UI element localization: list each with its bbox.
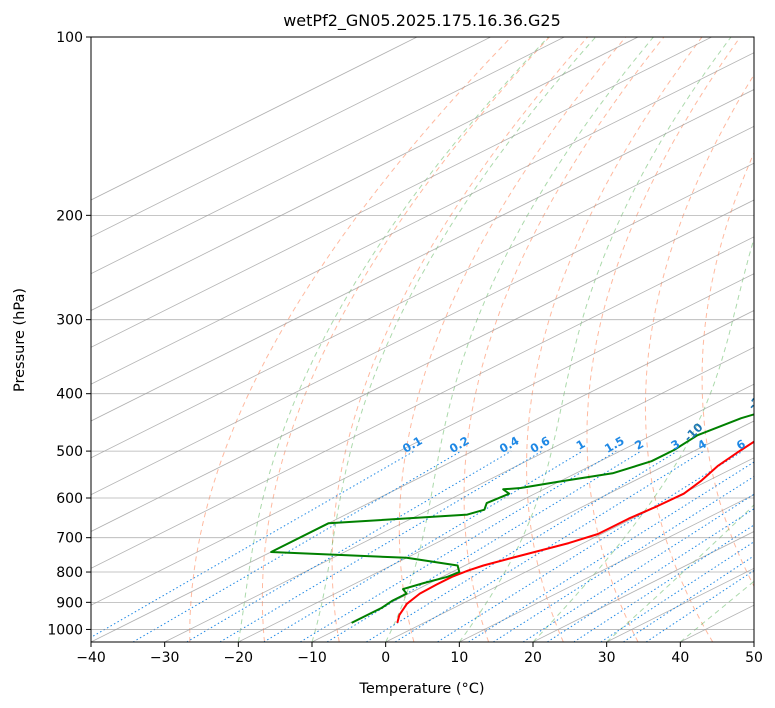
y-tick-label: 900 (56, 595, 83, 611)
isotherm (91, 199, 754, 532)
chart-title: wetPf2_GN05.2025.175.16.36.G25 (283, 11, 561, 31)
moist-adiabat (679, 580, 754, 642)
mixing-ratio-line (394, 450, 705, 642)
isotherm (238, 383, 754, 642)
y-tick-label: 200 (56, 208, 83, 224)
moist-adiabat (458, 37, 732, 642)
mixing-ratio-line (132, 450, 462, 642)
dry-adiabat (463, 37, 665, 642)
isotherm (606, 567, 754, 642)
moist-adiabat (311, 37, 597, 642)
x-tick-label: −30 (150, 650, 180, 666)
background-lines (91, 37, 775, 642)
dry-adiabat (189, 37, 512, 642)
mixing-ratio-label: 6 (734, 437, 748, 453)
height-label: -20 (745, 388, 770, 413)
x-tick-label: 30 (598, 650, 616, 666)
isotherm (91, 310, 754, 642)
y-axis-label: Pressure (hPa) (12, 288, 28, 392)
mixing-ratio-line (366, 450, 678, 642)
y-tick-label: 500 (56, 444, 83, 460)
isotherm (532, 531, 754, 642)
mixing-ratio-line (522, 493, 754, 642)
label-layer: 0.10.20.40.611.52346810131620253036-100-… (400, 388, 775, 456)
mixing-ratio-line (326, 450, 642, 642)
x-tick-label: −20 (224, 650, 254, 666)
mixing-ratio-line (600, 541, 754, 642)
mixing-ratio-label: 1 (574, 437, 588, 453)
y-tick-label: 800 (56, 565, 83, 581)
isotherm (91, 236, 754, 569)
mixing-ratio-line (573, 524, 754, 642)
isotherm (91, 273, 754, 606)
mixing-ratio-line (493, 475, 754, 642)
y-tick-label: 300 (56, 313, 83, 329)
mixing-ratio-label: 0.1 (400, 433, 425, 455)
isotherm (91, 37, 418, 201)
mixing-ratio-label: 8 (762, 437, 775, 453)
x-tick-label: 0 (381, 650, 390, 666)
isotherm (91, 37, 565, 275)
y-tick-label: 100 (56, 30, 83, 46)
moist-adiabat (606, 504, 754, 642)
mixing-ratio-label: 1.5 (602, 433, 627, 455)
isotherm (91, 37, 491, 238)
isotherm (164, 346, 754, 642)
isotherm (385, 457, 754, 642)
isotherm (753, 641, 754, 642)
mixing-ratio-line (468, 461, 754, 642)
y-tick-label: 1000 (47, 622, 83, 638)
mixing-ratio-line (437, 450, 744, 642)
moist-adiabat (237, 37, 549, 642)
dry-adiabat (586, 37, 741, 642)
x-tick-label: 50 (745, 650, 763, 666)
y-tick-label: 700 (56, 531, 83, 547)
isotherm (91, 162, 754, 496)
x-axis-label: Temperature (°C) (358, 681, 484, 697)
y-tick-label: 600 (56, 491, 83, 507)
mixing-ratio-label: 3 (668, 437, 682, 453)
mixing-ratio-label: 0.6 (528, 433, 553, 455)
x-tick-label: −40 (76, 650, 106, 666)
dry-adiabat (261, 37, 550, 642)
plot-frame (90, 36, 755, 643)
dry-adiabat (526, 37, 703, 642)
moist-adiabat (532, 236, 754, 642)
isotherm (91, 52, 754, 385)
isotherm (311, 420, 754, 642)
moist-adiabat (385, 37, 654, 642)
temperature-line (396, 440, 754, 624)
isotherm (91, 89, 754, 422)
y-tick-label: 400 (56, 387, 83, 403)
x-tick-label: −10 (297, 650, 327, 666)
mixing-ratio-line (263, 450, 583, 642)
dry-adiabat (701, 151, 754, 588)
dry-adiabat (757, 37, 775, 642)
isotherm (91, 37, 639, 311)
mixing-ratio-line (299, 450, 617, 642)
x-tick-label: 40 (671, 650, 689, 666)
dry-adiabat (331, 37, 588, 642)
isotherm (91, 125, 754, 459)
dewpoint-line (270, 413, 754, 624)
series-layer (270, 413, 754, 624)
isotherm (91, 37, 712, 348)
x-tick-label: 20 (524, 650, 542, 666)
mixing-ratio-line (91, 450, 415, 638)
x-tick-label: 10 (450, 650, 468, 666)
y-axis: 100 200 300 400 500 600 700 800 900 1000 (47, 30, 91, 638)
mixing-ratio-line (623, 555, 754, 642)
x-axis: −40 −30 −20 −10 0 10 20 30 40 50 (76, 642, 763, 666)
isotherm (459, 494, 754, 642)
mixing-ratio-line (186, 450, 512, 642)
mixing-ratio-line (547, 508, 754, 642)
